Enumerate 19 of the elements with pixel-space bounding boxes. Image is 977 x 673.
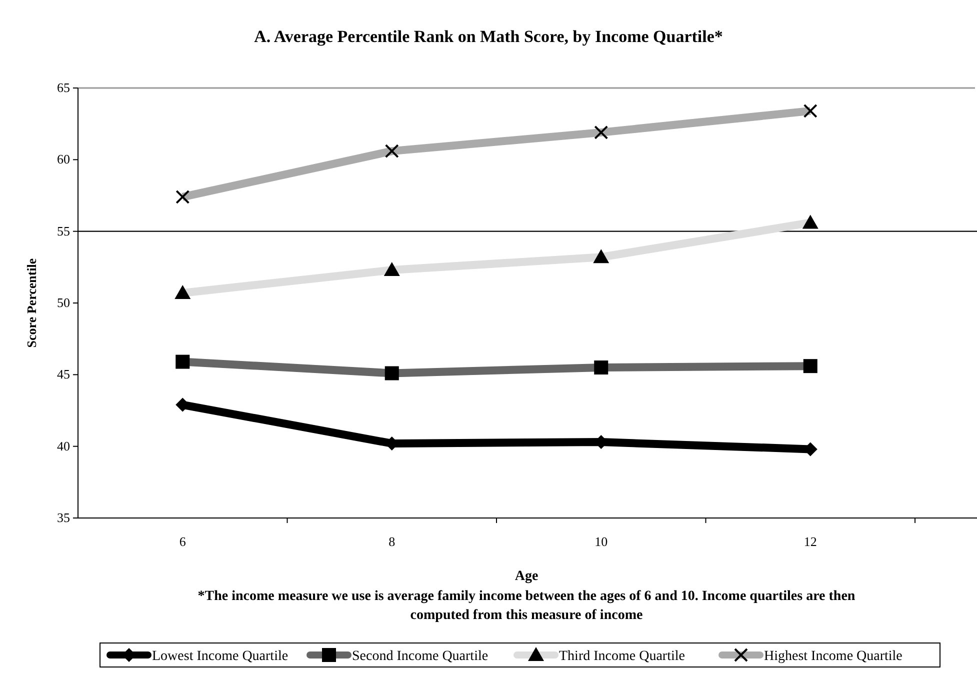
x-tick-label: 10 <box>594 534 608 549</box>
x-axis-title: Age <box>514 569 538 584</box>
y-tick-label: 55 <box>57 223 70 238</box>
legend-label: Highest Income Quartile <box>764 649 902 664</box>
legend-label: Lowest Income Quartile <box>152 649 288 664</box>
y-tick-label: 50 <box>57 295 70 310</box>
y-tick-label: 35 <box>57 510 70 525</box>
y-tick-label: 65 <box>57 80 70 95</box>
y-tick-label: 45 <box>57 366 70 382</box>
x-tick-label: 12 <box>804 534 817 549</box>
x-tick-label: 6 <box>179 534 186 549</box>
legend-label: Third Income Quartile <box>559 649 685 664</box>
text: *The income measure we use is average family income between the ages of 6 and 10. Income quartiles are then computed from this measure of income <box>198 589 856 623</box>
chart-title: A. Average Percentile Rank on Math Score, by Income Quartile* <box>254 27 723 46</box>
y-tick-label: 60 <box>57 152 70 167</box>
y-tick-label: 40 <box>57 438 70 454</box>
y-axis-title: Score Percentile <box>24 258 39 348</box>
x-tick-label: 8 <box>388 534 396 549</box>
legend-label: Second Income Quartile <box>352 649 488 664</box>
